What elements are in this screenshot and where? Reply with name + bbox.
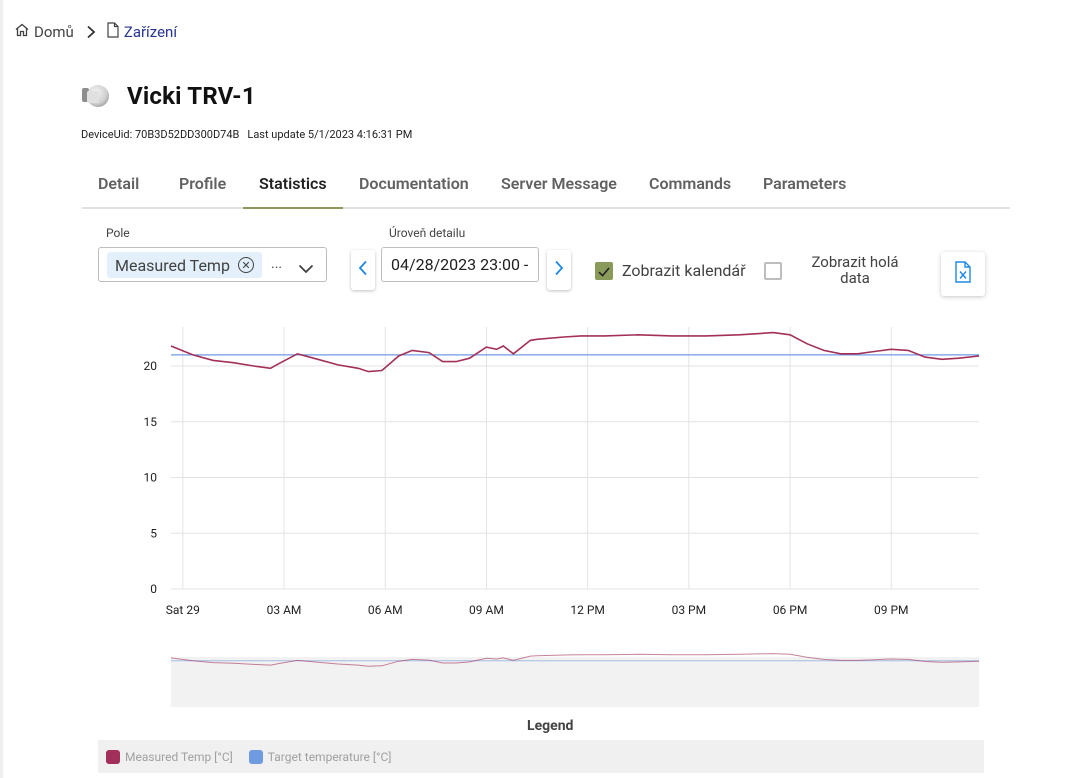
x-tick-label: 06 PM: [773, 603, 808, 617]
chevron-down-icon[interactable]: [298, 259, 314, 278]
legend: Measured Temp [°C] Target temperature [°…: [98, 740, 984, 773]
pole-multiselect[interactable]: Measured Temp ✕ ...: [98, 247, 327, 282]
legend-swatch-target: [248, 749, 263, 764]
x-tick-label: 03 PM: [672, 603, 707, 617]
device-header: Vicki TRV-1: [81, 82, 256, 110]
y-tick-label: 20: [144, 359, 158, 373]
tab-detail[interactable]: Detail: [98, 174, 140, 193]
y-tick-label: 10: [144, 471, 158, 485]
x-tick-label: 09 PM: [874, 603, 909, 617]
pole-chip: Measured Temp ✕: [107, 252, 262, 278]
excel-export-icon: [954, 261, 972, 287]
legend-label-measured: Measured Temp [°C]: [125, 749, 233, 764]
excel-export-button[interactable]: [941, 252, 985, 296]
show-raw-data-checkbox[interactable]: [764, 262, 782, 280]
device-thumbnail: [81, 82, 111, 110]
navigator-background[interactable]: [171, 657, 979, 707]
detail-level-label: Úroveň detailu: [389, 226, 466, 240]
show-calendar-label[interactable]: Zobrazit kalendář: [622, 261, 746, 280]
breadcrumb-current[interactable]: Zařízení: [106, 22, 177, 42]
y-tick-label: 0: [150, 582, 157, 596]
legend-swatch-measured: [106, 749, 120, 764]
tab-statistics[interactable]: Statistics: [243, 160, 343, 209]
breadcrumb: Domů Zařízení: [14, 22, 177, 42]
breadcrumb-home-label: Domů: [34, 23, 74, 41]
legend-item-target[interactable]: Target temperature [°C]: [248, 749, 392, 764]
pole-label: Pole: [106, 226, 130, 240]
document-icon: [106, 22, 120, 42]
x-tick-label: 06 AM: [368, 603, 403, 617]
tab-documentation[interactable]: Documentation: [359, 174, 469, 193]
legend-label-target: Target temperature [°C]: [267, 749, 392, 764]
series-line: [170, 331, 980, 373]
previous-period-button[interactable]: [351, 250, 375, 290]
close-circle-icon[interactable]: ✕: [237, 257, 254, 273]
page-title: Vicki TRV-1: [127, 82, 256, 110]
device-meta: DeviceUid: 70B3D52DD300D74B Last update …: [81, 128, 412, 141]
tab-server-message[interactable]: Server Message: [501, 174, 617, 193]
tab-profile[interactable]: Profile: [179, 174, 227, 193]
tab-bar: Detail Profile Statistics Documentation …: [82, 160, 1010, 209]
tab-parameters[interactable]: Parameters: [763, 174, 847, 193]
x-tick-label: 03 AM: [267, 603, 302, 617]
left-edge-bar: [0, 0, 3, 778]
last-update: Last update 5/1/2023 4:16:31 PM: [247, 128, 413, 141]
pole-more: ...: [271, 256, 283, 272]
home-icon: [14, 22, 30, 42]
device-uid: DeviceUid: 70B3D52DD300D74B: [81, 128, 240, 141]
chevron-right-icon: [86, 25, 96, 39]
next-period-button[interactable]: [547, 250, 571, 290]
chevron-right-icon: [554, 260, 564, 280]
navigator-series-line: [170, 653, 980, 667]
tab-commands[interactable]: Commands: [649, 174, 732, 193]
breadcrumb-home[interactable]: Domů: [14, 22, 74, 42]
y-tick-label: 15: [144, 415, 158, 429]
x-tick-label: 12 PM: [570, 603, 605, 617]
show-raw-data-label[interactable]: Zobrazit holá data: [811, 253, 899, 287]
y-tick-label: 5: [150, 526, 157, 540]
check-icon: [598, 267, 610, 277]
show-calendar-checkbox[interactable]: [595, 262, 613, 280]
breadcrumb-current-label: Zařízení: [123, 23, 178, 41]
x-tick-label: Sat 29: [166, 603, 200, 617]
x-tick-label: 09 AM: [469, 603, 504, 617]
date-range-input[interactable]: 04/28/2023 23:00 -: [381, 247, 539, 282]
legend-title: Legend: [527, 718, 574, 734]
pole-chip-label: Measured Temp: [115, 255, 230, 275]
chevron-left-icon: [358, 260, 368, 280]
legend-item-measured[interactable]: Measured Temp [°C]: [106, 749, 233, 764]
